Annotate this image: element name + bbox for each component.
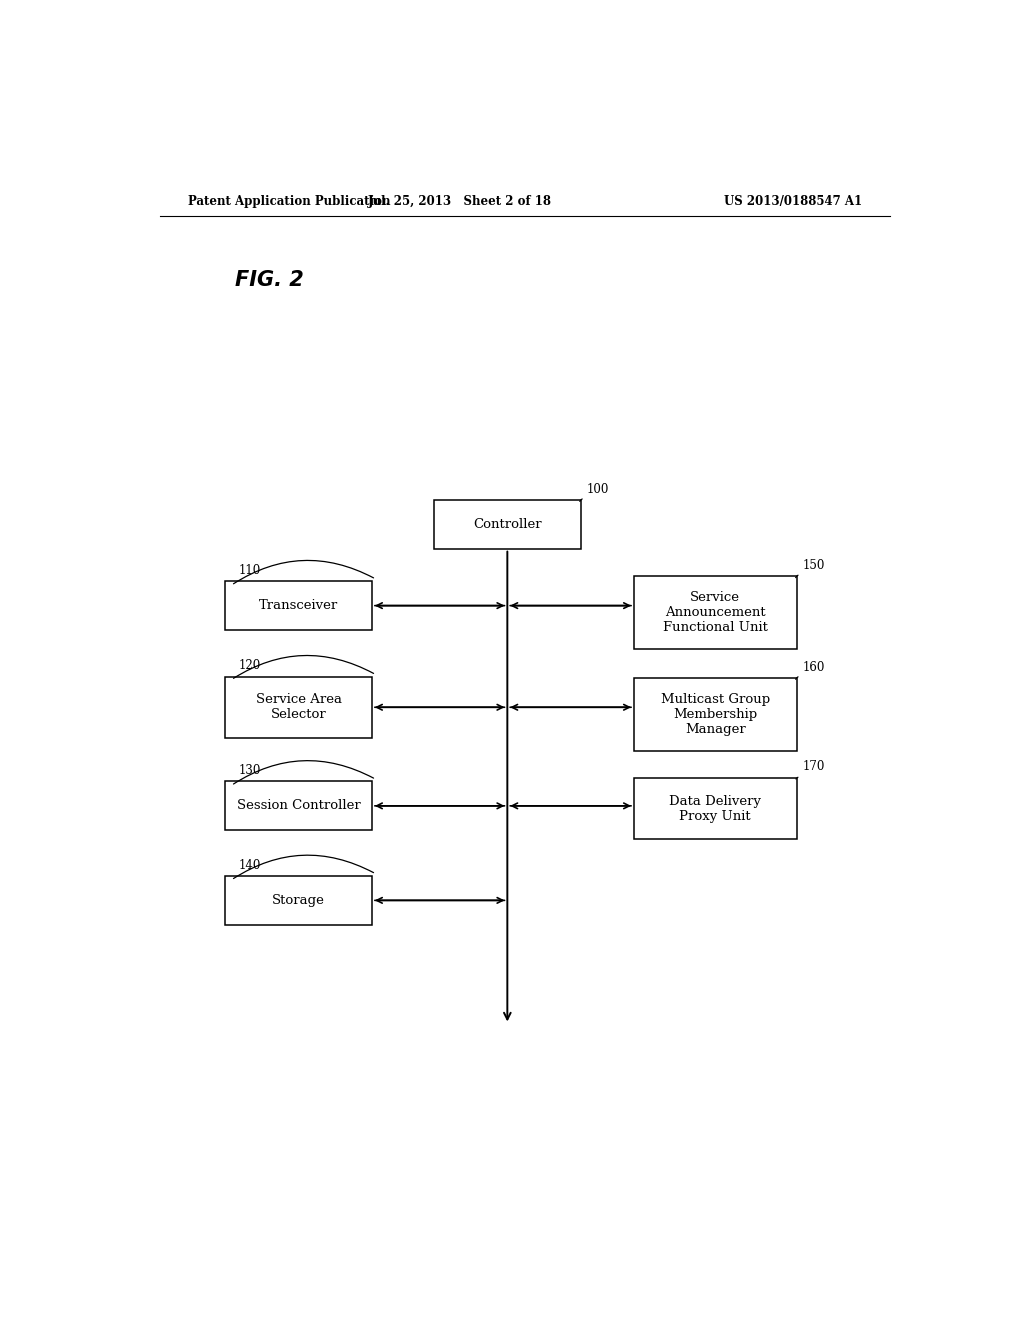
Text: FIG. 2: FIG. 2 bbox=[236, 271, 304, 290]
Text: 140: 140 bbox=[240, 859, 261, 873]
FancyBboxPatch shape bbox=[634, 779, 797, 840]
FancyBboxPatch shape bbox=[634, 576, 797, 649]
Text: Storage: Storage bbox=[272, 894, 325, 907]
Text: Data Delivery
Proxy Unit: Data Delivery Proxy Unit bbox=[670, 795, 761, 822]
FancyBboxPatch shape bbox=[434, 500, 581, 549]
Text: Transceiver: Transceiver bbox=[259, 599, 338, 612]
FancyBboxPatch shape bbox=[225, 781, 372, 830]
Text: Patent Application Publication: Patent Application Publication bbox=[187, 194, 390, 207]
Text: 160: 160 bbox=[803, 661, 825, 673]
FancyBboxPatch shape bbox=[225, 677, 372, 738]
Text: Jul. 25, 2013   Sheet 2 of 18: Jul. 25, 2013 Sheet 2 of 18 bbox=[368, 194, 552, 207]
Text: 110: 110 bbox=[240, 564, 261, 577]
Text: Service Area
Selector: Service Area Selector bbox=[256, 693, 342, 721]
FancyBboxPatch shape bbox=[225, 876, 372, 925]
Text: 100: 100 bbox=[587, 483, 609, 496]
Text: 130: 130 bbox=[240, 764, 261, 777]
Text: 120: 120 bbox=[240, 659, 261, 672]
Text: Controller: Controller bbox=[473, 517, 542, 531]
FancyBboxPatch shape bbox=[634, 677, 797, 751]
Text: Service
Announcement
Functional Unit: Service Announcement Functional Unit bbox=[663, 591, 768, 634]
Text: 150: 150 bbox=[803, 560, 825, 572]
Text: 170: 170 bbox=[803, 760, 825, 774]
Text: US 2013/0188547 A1: US 2013/0188547 A1 bbox=[724, 194, 862, 207]
Text: Multicast Group
Membership
Manager: Multicast Group Membership Manager bbox=[660, 693, 770, 735]
Text: Session Controller: Session Controller bbox=[237, 800, 360, 812]
FancyBboxPatch shape bbox=[225, 581, 372, 630]
